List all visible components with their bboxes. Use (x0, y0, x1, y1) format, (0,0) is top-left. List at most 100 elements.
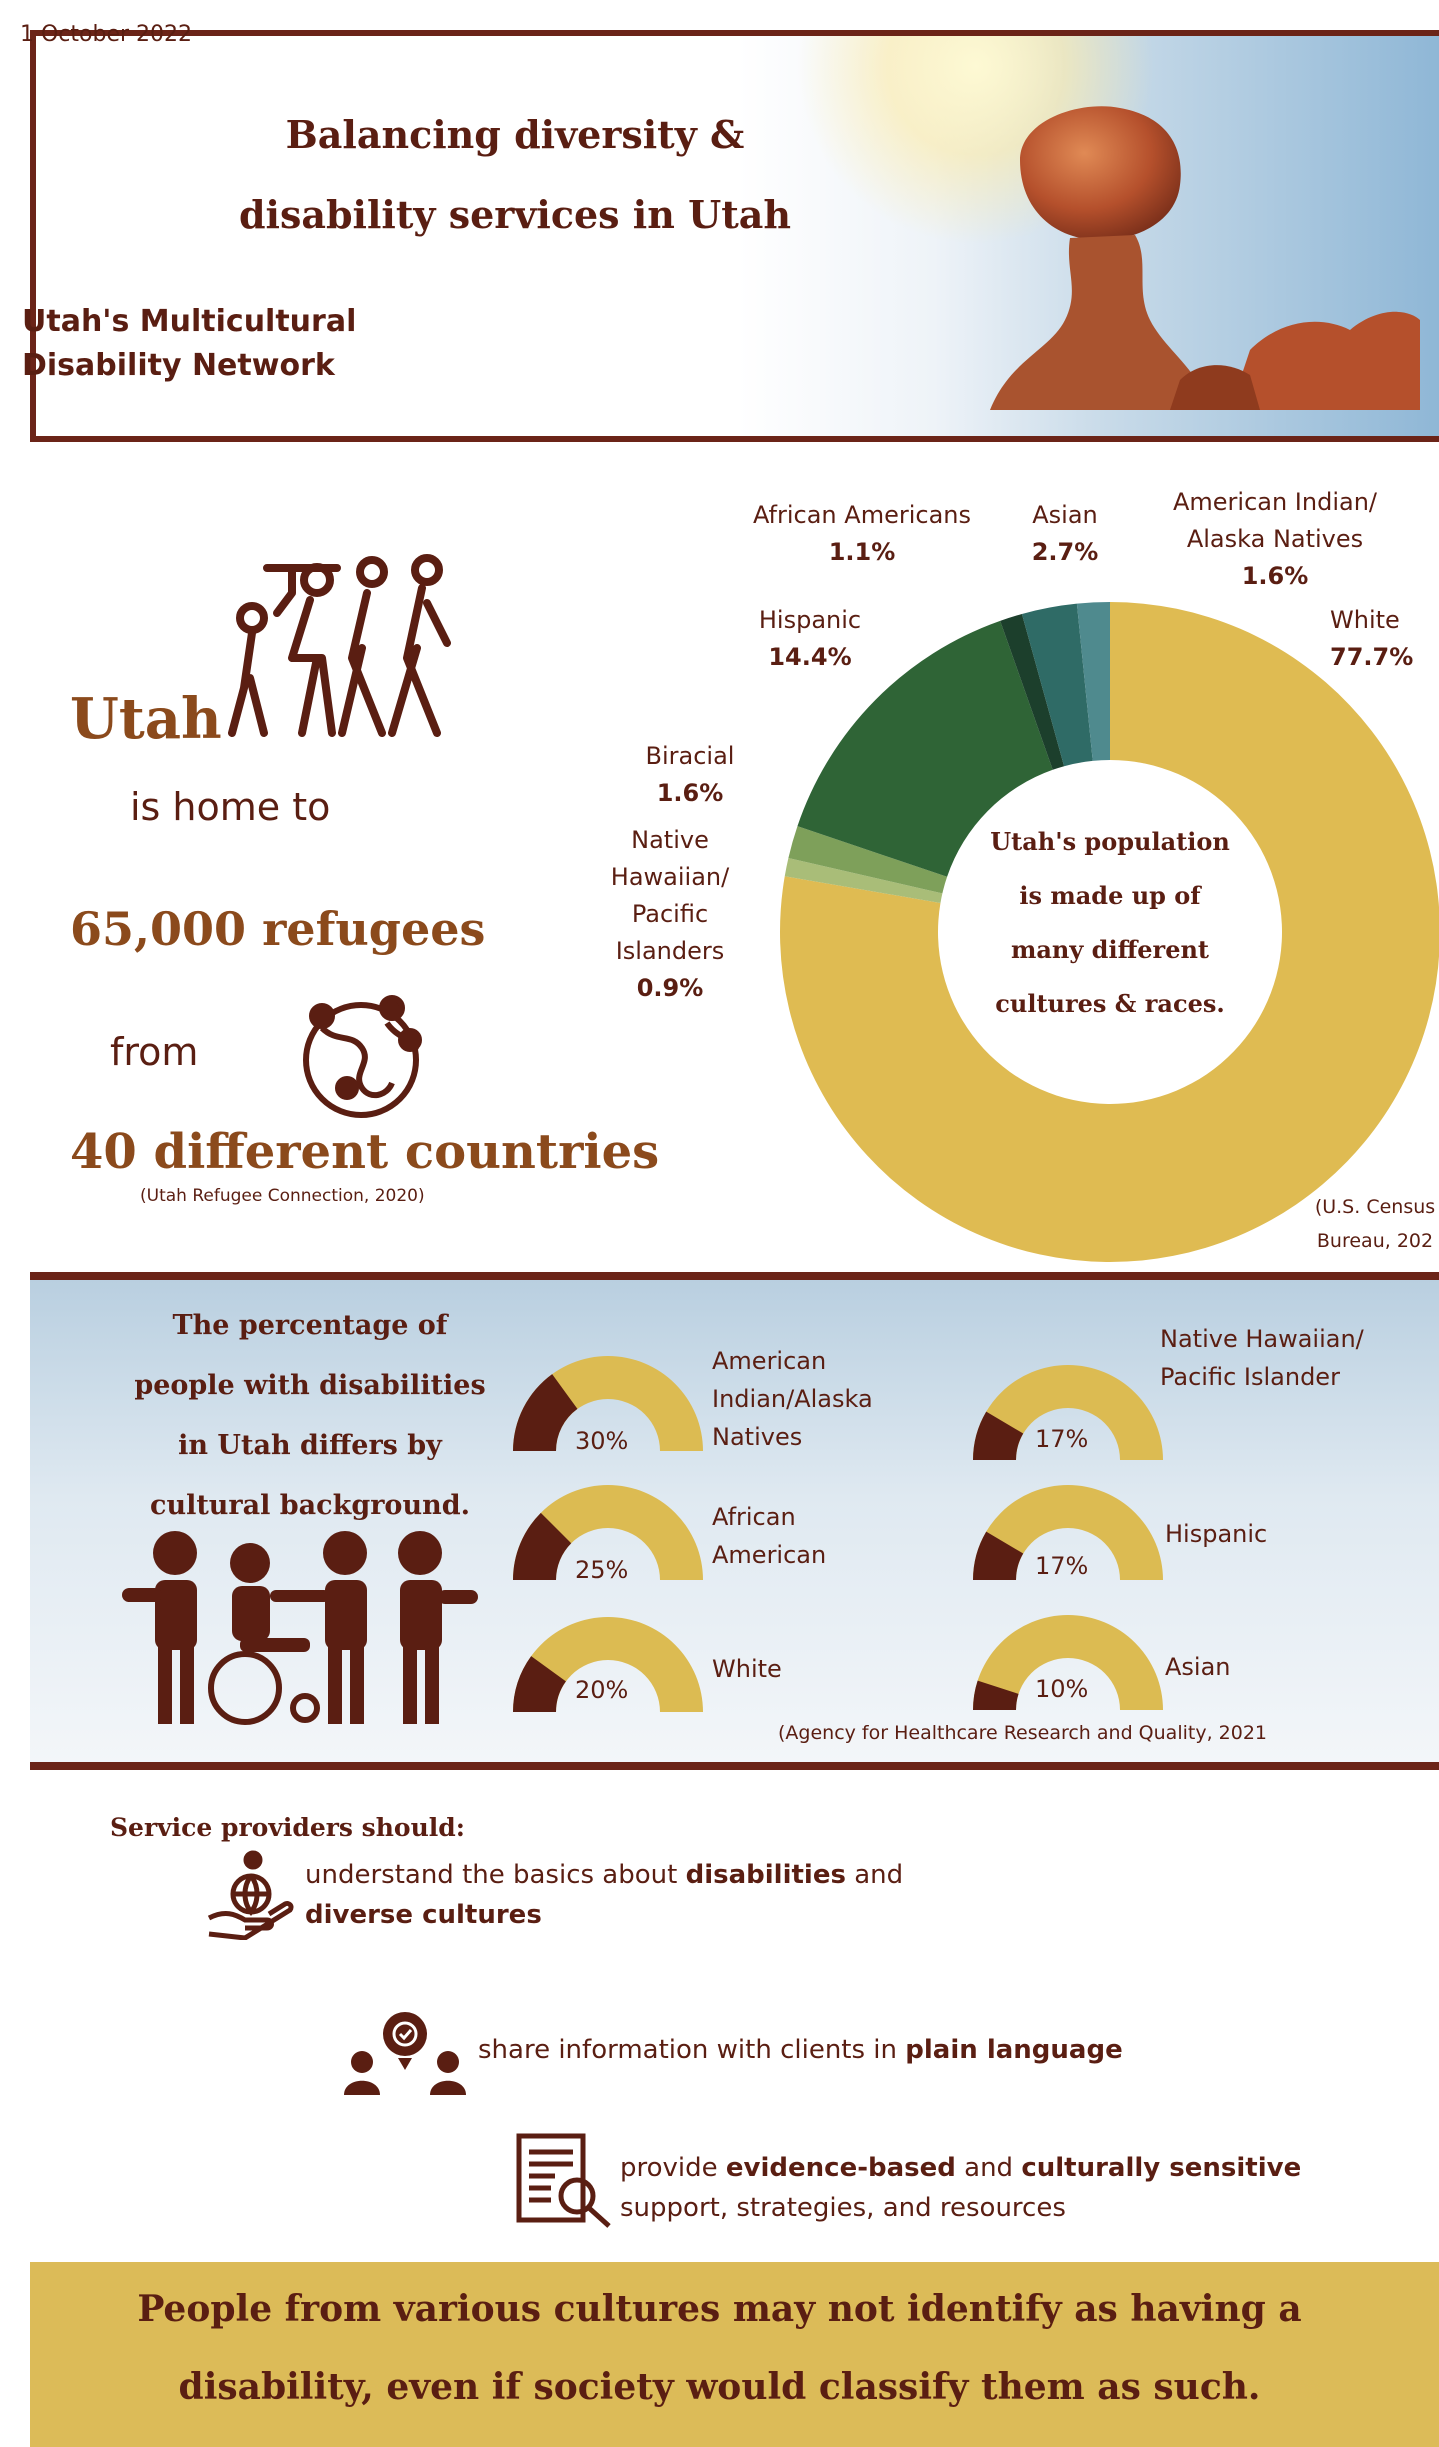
gauge-african-american-percent: 25% (575, 1556, 629, 1584)
gauge-fill (973, 1680, 1019, 1710)
service-item-1-line1: understand the basics about disabilities… (305, 1855, 903, 1895)
service-item-3-line1: provide evidence-based and culturally se… (620, 2148, 1301, 2188)
service-item-1-bold-cultures: diverse cultures (305, 1900, 542, 1930)
service-item-3-text-c: and (955, 2153, 1022, 2183)
label-native-hawaiian: Native Hawaiian/ Pacific Islanders 0.9% (600, 822, 740, 1007)
donut-slice-biracial (788, 826, 948, 894)
label-biracial: Biracial 1.6% (640, 738, 740, 812)
service-item-1-text-a: understand the basics about (305, 1860, 686, 1890)
globe-icon (303, 995, 422, 1118)
donut-center-line3: many different (1010, 935, 1209, 964)
refugee-source: (Utah Refugee Connection, 2020) (140, 1186, 425, 1206)
gauge-american-indian-label: American Indian/Alaska Natives (712, 1342, 873, 1456)
service-item-3-bold-culturally: culturally sensitive (1021, 2153, 1302, 2183)
footer-line1: People from various cultures may not ide… (137, 2288, 1302, 2330)
service-item-1-text-c: and (845, 1860, 904, 1890)
service-item-2-text-a: share information with clients in (478, 2035, 906, 2065)
label-native-hawaiian-line4: Islanders (615, 937, 725, 965)
label-biracial-name: Biracial (645, 742, 735, 770)
gauge-american-indian-percent: 30% (575, 1427, 629, 1455)
donut-slice-hispanic (797, 620, 1053, 877)
label-white-value: 77.7% (1330, 643, 1414, 671)
refugee-family-icon (228, 554, 451, 737)
label-native-hawaiian-line1: Native (631, 826, 709, 854)
gauge-american-indian-label-line2: Indian/Alaska (712, 1385, 873, 1413)
label-asian-name: Asian (1032, 501, 1098, 529)
header-banner (30, 30, 1439, 442)
census-source: (U.S. Census Bureau, 202 (1295, 1190, 1439, 1258)
label-african-americans: African Americans 1.1% (712, 497, 1012, 571)
label-african-americans-value: 1.1% (828, 538, 896, 566)
service-item-2: share information with clients in plain … (478, 2030, 1123, 2070)
gauge-native-hawaiian (973, 1365, 1163, 1460)
gauge-asian (973, 1615, 1163, 1710)
gauge-hispanic (973, 1485, 1163, 1580)
footer-line2: disability, even if society would classi… (178, 2366, 1261, 2408)
label-african-americans-name: African Americans (752, 501, 971, 529)
gauge-american-indian-label-line3: Natives (712, 1423, 803, 1451)
census-source-line1: (U.S. Census (1314, 1196, 1436, 1218)
donut-slice-white (780, 602, 1439, 1262)
label-native-hawaiian-value: 0.9% (636, 974, 704, 1002)
disability-title-line2: people with disabilities (134, 1370, 486, 1401)
gauge-american-indian (513, 1356, 703, 1451)
service-item-1: understand the basics about disabilities… (305, 1855, 903, 1935)
page-title-line2: disability services in Utah (238, 192, 792, 237)
from-text: from (110, 1030, 199, 1074)
utah-heading: Utah (70, 686, 222, 752)
gauge-asian-label: Asian (1165, 1648, 1231, 1686)
gauge-african-american-label-line1: African (712, 1503, 796, 1531)
donut-center-line2: is made up of (1019, 881, 1201, 910)
hand-wheelchair-globe-icon (207, 1850, 294, 1940)
refugees-count: 65,000 refugees (70, 902, 486, 956)
date: 1 October 2022 (20, 22, 193, 47)
disability-title: The percentage of people with disabiliti… (110, 1296, 510, 1536)
label-native-hawaiian-line3: Pacific (631, 900, 709, 928)
census-source-line2: Bureau, 202 (1316, 1230, 1434, 1252)
gauge-fill (973, 1411, 1024, 1460)
service-item-2-bold-plain-language: plain language (905, 2035, 1123, 2065)
label-white: White 77.7% (1330, 602, 1439, 676)
service-item-3: provide evidence-based and culturally se… (620, 2148, 1301, 2228)
service-item-1-line2: diverse cultures (305, 1895, 903, 1935)
gauge-african-american (513, 1485, 703, 1580)
gauge-white (513, 1617, 703, 1712)
ahrq-source: (Agency for Healthcare Research and Qual… (778, 1722, 1267, 1744)
gauge-african-american-label-line2: American (712, 1541, 827, 1569)
gauge-hispanic-label: Hispanic (1165, 1515, 1267, 1553)
organization-name-line2: Disability Network (22, 348, 335, 383)
countries-count: 40 different countries (70, 1124, 660, 1180)
gauge-hispanic-percent: 17% (1035, 1552, 1089, 1580)
label-asian: Asian 2.7% (1010, 497, 1120, 571)
people-chat-icon (344, 2012, 466, 2095)
gauge-native-hawaiian-percent: 17% (1035, 1425, 1089, 1453)
document-search-icon (516, 2133, 611, 2228)
organization-name-line1: Utah's Multicultural (22, 304, 357, 339)
label-asian-value: 2.7% (1031, 538, 1099, 566)
label-white-name: White (1330, 606, 1400, 634)
disability-title-line4: cultural background. (150, 1490, 470, 1521)
home-to-text: is home to (130, 785, 331, 829)
gauge-asian-percent: 10% (1035, 1675, 1089, 1703)
label-american-indian-line1: American Indian/ (1172, 488, 1378, 516)
label-hispanic: Hispanic 14.4% (730, 602, 890, 676)
donut-slice-african-americans (1000, 613, 1065, 770)
gauge-african-american-label: African American (712, 1498, 826, 1574)
disability-section (30, 1272, 1439, 1770)
disability-title-line3: in Utah differs by (178, 1430, 442, 1461)
label-american-indian-value: 1.6% (1241, 562, 1309, 590)
gauge-track (973, 1615, 1163, 1710)
gauge-fill (513, 1512, 572, 1580)
label-american-indian-line2: Alaska Natives (1186, 525, 1364, 553)
footer-banner (30, 2262, 1439, 2447)
gauge-white-label: White (712, 1650, 782, 1688)
disability-title-line1: The percentage of (172, 1310, 448, 1341)
label-hispanic-value: 14.4% (768, 643, 852, 671)
label-american-indian: American Indian/ Alaska Natives 1.6% (1125, 484, 1425, 595)
page-title-line1: Balancing diversity & (285, 112, 745, 157)
service-providers-title: Service providers should: (110, 1813, 465, 1842)
service-item-1-bold-disabilities: disabilities (685, 1860, 846, 1890)
service-item-3-bold-evidence: evidence-based (725, 2153, 956, 2183)
gauge-native-hawaiian-label: Native Hawaiian/ Pacific Islander (1160, 1320, 1364, 1396)
gauge-white-percent: 20% (575, 1676, 629, 1704)
